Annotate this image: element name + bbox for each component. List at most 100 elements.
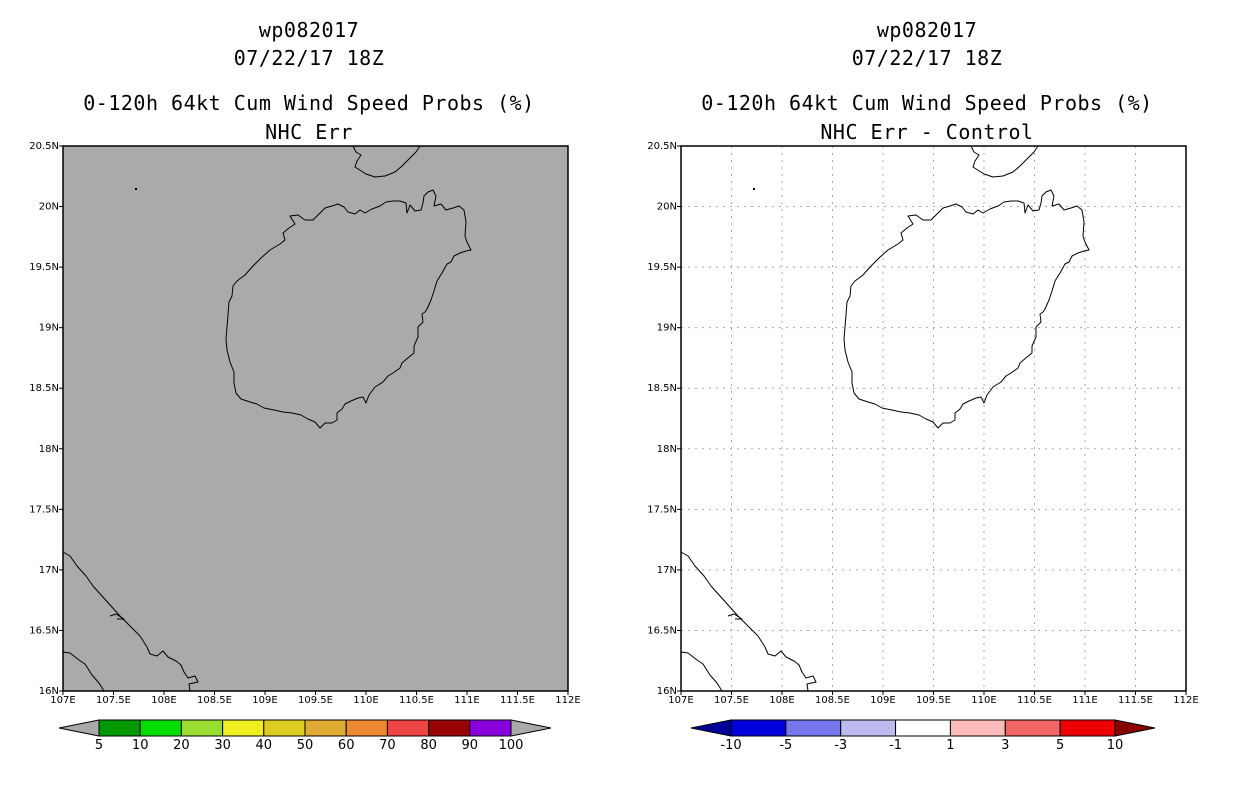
- longitude-label: 111.5E: [1118, 695, 1153, 706]
- longitude-label: 111.5E: [500, 695, 535, 706]
- latitude-label: 18.5N: [29, 383, 59, 394]
- colorbar: -10 -5 -3 -1 1 3 5 10: [690, 719, 1156, 753]
- mainland-coastline: [970, 145, 1039, 178]
- latitude-label: 18.5N: [647, 383, 677, 394]
- colorbar-high-arrow: [1114, 719, 1156, 737]
- longitude-label: 109.5E: [298, 695, 333, 706]
- longitude-label: 111E: [454, 695, 479, 706]
- longitude-label: 112E: [1173, 695, 1198, 706]
- mainland-coastline: [62, 551, 199, 692]
- latitude-label: 19.5N: [29, 262, 59, 273]
- longitude-label: 107E: [50, 695, 75, 706]
- colorbar-swatch: [263, 719, 306, 737]
- colorbar-swatch: [345, 719, 388, 737]
- colorbar-label: 3: [1001, 738, 1009, 753]
- difference-map: 107E 107.5E 108E 108.5E 109E 109.5E 110E 110.5E…: [647, 141, 1198, 706]
- colorbar-swatch: [386, 719, 430, 737]
- longitude-label: 107E: [668, 695, 693, 706]
- colorbar-label: 90: [462, 738, 479, 753]
- colorbar-swatch: [1059, 719, 1116, 737]
- latitude-label: 16N: [39, 686, 59, 697]
- panel-subtitle: NHC Err: [265, 120, 353, 144]
- colorbar-label: 1: [946, 738, 954, 753]
- latitude-label: 16N: [657, 686, 677, 697]
- latitude-label: 18N: [657, 444, 677, 455]
- longitude-label: 107.5E: [714, 695, 749, 706]
- longitude-label: 107.5E: [96, 695, 131, 706]
- colorbar-label: 10: [132, 738, 149, 753]
- colorbar-label: -10: [720, 738, 741, 753]
- island-coastline: [843, 189, 1090, 429]
- longitude-label: 108.5E: [815, 695, 850, 706]
- forecast-datetime: 07/22/17 18Z: [233, 46, 385, 70]
- longitude-label: 108E: [769, 695, 794, 706]
- colorbar-swatch: [1004, 719, 1061, 737]
- longitude-label: 109E: [870, 695, 895, 706]
- islet-dot: [753, 188, 755, 190]
- island-coastline: [225, 189, 472, 429]
- colorbar-label: -1: [889, 738, 902, 753]
- colorbar-label: -5: [779, 738, 792, 753]
- latitude-label: 19.5N: [647, 262, 677, 273]
- mainland-coastline: [680, 651, 723, 692]
- mainland-coastline: [352, 145, 421, 178]
- product-title: 0-120h 64kt Cum Wind Speed Probs (%): [83, 91, 535, 115]
- latitude-label: 20N: [39, 202, 59, 213]
- map-background: [681, 146, 1186, 691]
- colorbar-label: 10: [1107, 738, 1124, 753]
- longitude-label: 109E: [252, 695, 277, 706]
- longitude-label: 110.5E: [399, 695, 434, 706]
- islet-dot: [135, 188, 137, 190]
- latitude-label: 19N: [657, 323, 677, 334]
- latitude-label: 16.5N: [29, 625, 59, 636]
- colorbar: 5 10 20 30 40 50 60 70 80 90 100: [58, 719, 552, 753]
- colorbar-high-arrow: [510, 719, 552, 737]
- product-title: 0-120h 64kt Cum Wind Speed Probs (%): [701, 91, 1153, 115]
- colorbar-label: 5: [95, 738, 103, 753]
- colorbar-label: 50: [297, 738, 314, 753]
- forecast-datetime: 07/22/17 18Z: [851, 46, 1003, 70]
- longitude-label: 108E: [151, 695, 176, 706]
- latitude-label: 19N: [39, 323, 59, 334]
- colorbar-swatch: [895, 719, 951, 737]
- latitude-label: 17N: [657, 565, 677, 576]
- latitude-label: 18N: [39, 444, 59, 455]
- colorbar-label: 80: [420, 738, 437, 753]
- storm-id: wp082017: [258, 18, 360, 42]
- colorbar-swatch: [730, 719, 787, 737]
- storm-id: wp082017: [876, 18, 978, 42]
- left-panel: wp082017 07/22/17 18Z 0-120h 64kt Cum Wi…: [29, 18, 580, 753]
- colorbar-label: 5: [1056, 738, 1064, 753]
- longitude-label: 108.5E: [197, 695, 232, 706]
- colorbar-low-arrow: [58, 719, 100, 737]
- latitude-label: 20.5N: [647, 141, 677, 152]
- colorbar-swatch: [222, 719, 265, 737]
- colorbar-label: 40: [256, 738, 273, 753]
- latitude-label: 17.5N: [647, 504, 677, 515]
- colorbar-swatch: [98, 719, 141, 737]
- mainland-coastline: [680, 551, 817, 692]
- latitude-label: 16.5N: [647, 625, 677, 636]
- mainland-coastline: [62, 651, 105, 692]
- colorbar-swatch: [304, 719, 347, 737]
- probability-map: 107E 107.5E 108E 108.5E 109E 109.5E 110E 110.5E…: [29, 141, 580, 706]
- panel-subtitle: NHC Err - Control: [820, 120, 1034, 144]
- colorbar-low-arrow: [690, 719, 732, 737]
- longitude-label: 110.5E: [1017, 695, 1052, 706]
- latitude-label: 20.5N: [29, 141, 59, 152]
- longitude-label: 112E: [555, 695, 580, 706]
- colorbar-label: 20: [173, 738, 190, 753]
- colorbar-swatch: [139, 719, 182, 737]
- longitude-label: 110E: [353, 695, 378, 706]
- colorbar-swatch: [180, 719, 224, 737]
- colorbar-swatch: [840, 719, 897, 737]
- islet-coastline: [109, 613, 125, 620]
- right-panel: wp082017 07/22/17 18Z 0-120h 64kt Cum Wi…: [618, 0, 1236, 800]
- colorbar-label: -3: [834, 738, 847, 753]
- latitude-label: 20N: [657, 202, 677, 213]
- latitude-label: 17N: [39, 565, 59, 576]
- colorbar-swatch: [469, 719, 512, 737]
- colorbar-swatch: [785, 719, 842, 737]
- colorbar-label: 30: [214, 738, 231, 753]
- longitude-label: 109.5E: [916, 695, 951, 706]
